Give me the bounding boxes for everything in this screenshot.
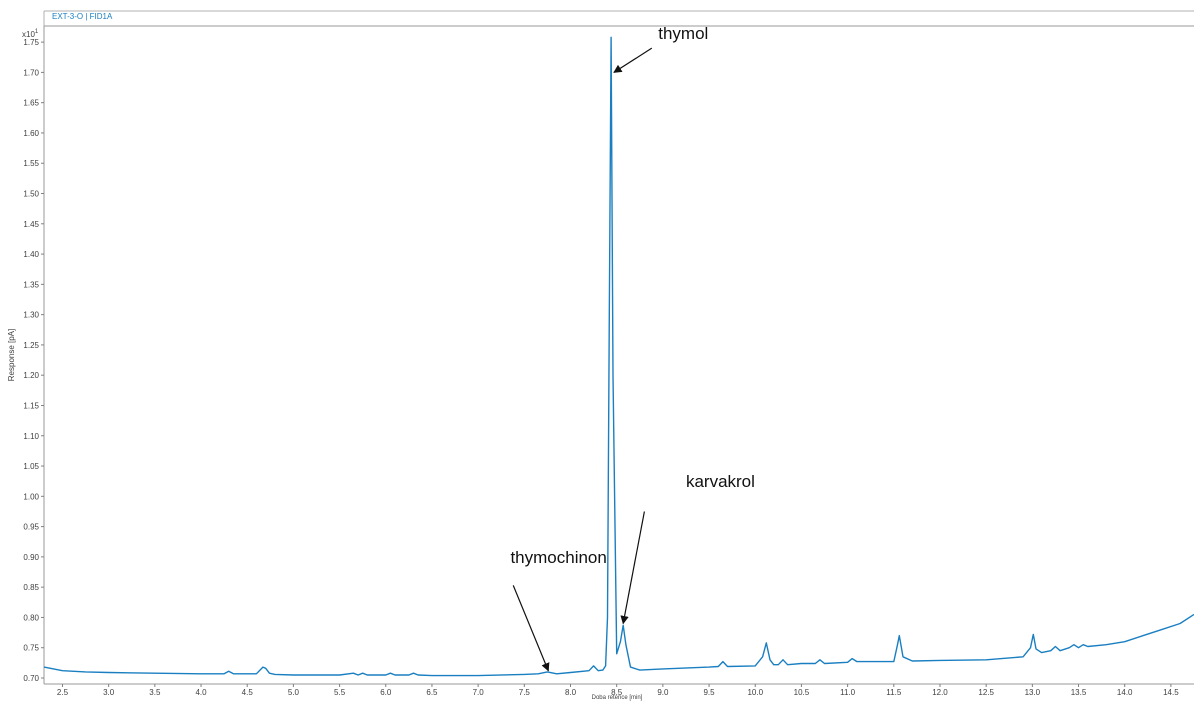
y-tick-label: 1.10 bbox=[23, 432, 39, 441]
y-tick-label: 1.20 bbox=[23, 371, 39, 380]
y-tick-label: 1.00 bbox=[23, 492, 39, 501]
annotation-thymol: thymol bbox=[658, 24, 708, 43]
x-axis: 2.5 3.0 3.5 4.0 4.5 5.0 5.5 6.0 6.5 7.0 7.5 8.0 8.5 9… bbox=[57, 684, 1179, 697]
annotation-thymochinon: thymochinon bbox=[510, 548, 606, 567]
y-tick-label: 1.65 bbox=[23, 99, 39, 108]
x-tick-label: 10.5 bbox=[794, 688, 810, 697]
x-tick-label: 11.5 bbox=[886, 688, 902, 697]
chart-frame bbox=[43, 10, 1194, 685]
x-tick-label: 3.5 bbox=[149, 688, 161, 697]
x-tick-label: 6.5 bbox=[426, 688, 438, 697]
x-tick-label: 9.0 bbox=[657, 688, 669, 697]
y-axis-exponent: x101 bbox=[22, 29, 39, 39]
y-tick-label: 1.05 bbox=[23, 462, 39, 471]
x-tick-label: 5.5 bbox=[334, 688, 346, 697]
x-tick-label: 7.0 bbox=[473, 688, 485, 697]
series-layer bbox=[43, 36, 1194, 677]
annotations-layer: thymol karvakrol thymochinon bbox=[510, 24, 755, 672]
x-tick-label: 4.0 bbox=[195, 688, 207, 697]
x-tick-label: 5.0 bbox=[288, 688, 300, 697]
x-tick-label: 10.0 bbox=[747, 688, 763, 697]
x-tick-label: 12.5 bbox=[978, 688, 994, 697]
x-tick-label: 3.0 bbox=[103, 688, 115, 697]
y-tick-label: 1.50 bbox=[23, 190, 39, 199]
x-tick-label: 4.5 bbox=[242, 688, 254, 697]
y-tick-label: 1.35 bbox=[23, 280, 39, 289]
y-tick-label: 0.80 bbox=[23, 613, 39, 622]
annotation-arrow-karvakrol bbox=[620, 511, 645, 625]
y-tick-label: 0.85 bbox=[23, 583, 39, 592]
y-tick-label: 1.25 bbox=[23, 341, 39, 350]
y-tick-label: 1.55 bbox=[23, 159, 39, 168]
y-tick-label: 1.15 bbox=[23, 401, 39, 410]
y-exponent-power: 1 bbox=[35, 29, 39, 35]
x-tick-label: 6.0 bbox=[380, 688, 392, 697]
annotation-arrow-thymochinon bbox=[512, 585, 550, 672]
x-tick-label: 14.0 bbox=[1117, 688, 1133, 697]
y-axis: 0.70 0.75 0.80 0.85 0.90 0.95 1.00 1.05 1.10 1.15… bbox=[23, 38, 44, 683]
y-tick-label: 1.70 bbox=[23, 68, 39, 77]
x-tick-label: 7.5 bbox=[519, 688, 531, 697]
y-tick-label: 1.45 bbox=[23, 220, 39, 229]
y-exponent-base: x10 bbox=[22, 30, 35, 39]
x-tick-label: 9.5 bbox=[703, 688, 715, 697]
y-tick-label: 1.40 bbox=[23, 250, 39, 259]
panel-title: EXT-3-O | FID1A bbox=[52, 12, 113, 21]
x-tick-label: 11.0 bbox=[840, 688, 856, 697]
x-tick-label: 14.5 bbox=[1163, 688, 1179, 697]
x-tick-label: 13.5 bbox=[1071, 688, 1087, 697]
x-axis-label: Doba retence [min] bbox=[592, 695, 643, 701]
y-tick-label: 1.60 bbox=[23, 129, 39, 138]
y-tick-label: 0.70 bbox=[23, 674, 39, 683]
x-tick-label: 12.0 bbox=[932, 688, 948, 697]
annotation-arrow-thymol bbox=[613, 47, 653, 73]
y-tick-label: 0.95 bbox=[23, 523, 39, 532]
x-tick-label: 8.5 bbox=[611, 688, 623, 697]
annotation-karvakrol: karvakrol bbox=[686, 472, 755, 491]
x-tick-label: 13.0 bbox=[1025, 688, 1041, 697]
y-tick-label: 1.75 bbox=[23, 38, 39, 47]
x-tick-label: 2.5 bbox=[57, 688, 69, 697]
y-tick-label: 0.90 bbox=[23, 553, 39, 562]
y-tick-label: 0.75 bbox=[23, 644, 39, 653]
chromatogram-trace bbox=[43, 36, 1194, 677]
y-tick-label: 1.30 bbox=[23, 311, 39, 320]
y-axis-label: Response [pA] bbox=[7, 329, 16, 381]
x-tick-label: 8.0 bbox=[565, 688, 577, 697]
